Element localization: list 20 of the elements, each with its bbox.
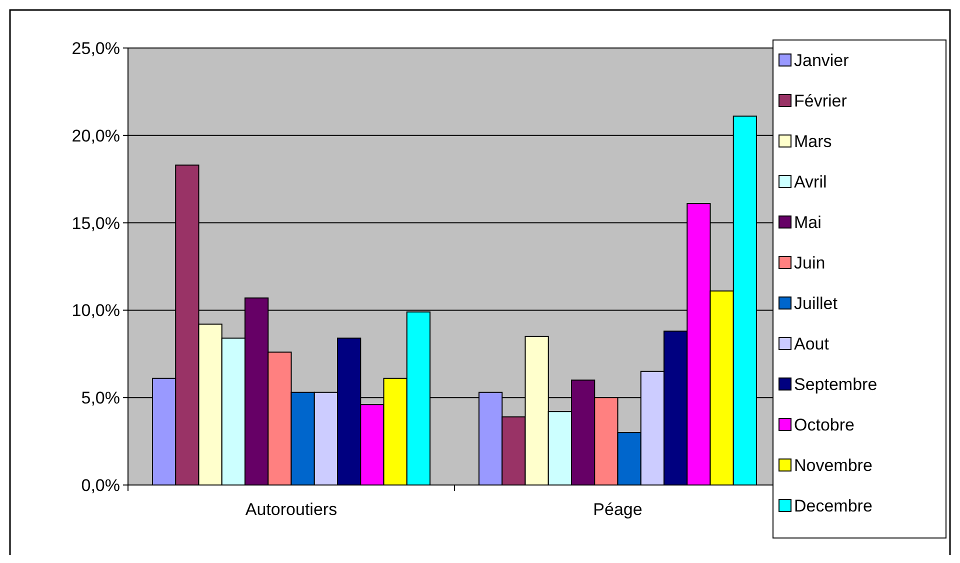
y-tick-label: 0,0% — [81, 476, 120, 495]
legend-label: Novembre — [794, 456, 872, 475]
legend-label: Mars — [794, 132, 832, 151]
legend-label: Mai — [794, 212, 822, 232]
legend-label: Janvier — [794, 50, 850, 70]
legend-label: Octobre — [794, 415, 854, 434]
y-tick-label: 20,0% — [72, 126, 120, 146]
legend-label: Decembre — [794, 496, 872, 516]
y-tick-label: 5,0% — [81, 388, 120, 408]
legend-label: Septembre — [794, 374, 878, 394]
x-tick-label: Autoroutiers — [245, 500, 338, 519]
legend-label: Juillet — [794, 294, 838, 313]
legend-label: Aout — [794, 334, 830, 354]
legend-label: Février — [794, 91, 848, 110]
x-tick-label: Péage — [593, 500, 642, 519]
legend-label: Avril — [794, 172, 827, 192]
legend-label: Juin — [794, 253, 826, 272]
y-tick-label: 15,0% — [72, 214, 120, 233]
y-tick-label: 25,0% — [72, 38, 120, 58]
y-tick-label: 10,0% — [72, 301, 120, 320]
